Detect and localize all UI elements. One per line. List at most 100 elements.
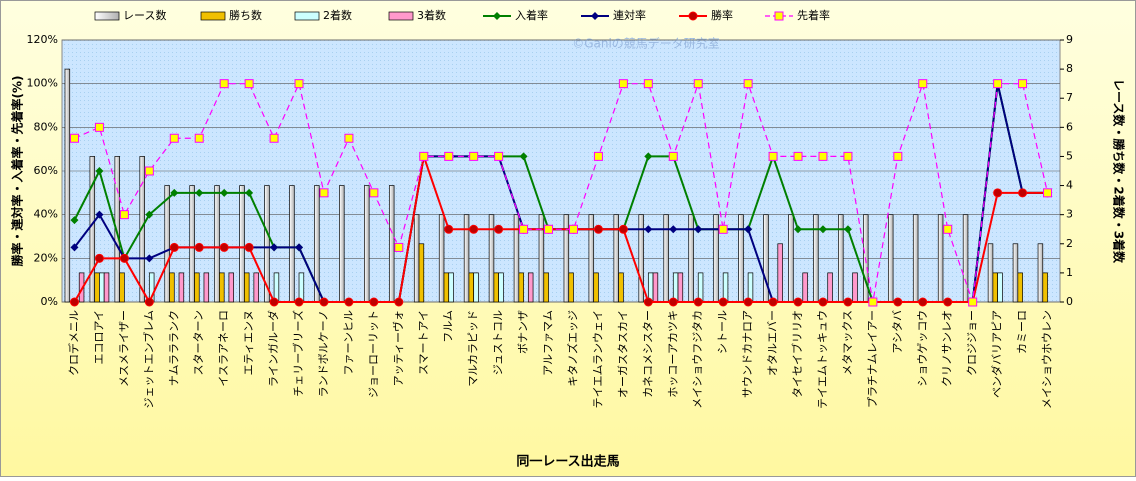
bar bbox=[638, 214, 644, 303]
marker bbox=[943, 297, 953, 307]
marker bbox=[843, 297, 853, 307]
x-tick-label: クリノサンレオ bbox=[941, 310, 954, 387]
marker bbox=[818, 297, 828, 307]
x-tick-label: クロジジョー bbox=[966, 310, 979, 376]
marker bbox=[718, 297, 728, 307]
marker bbox=[369, 188, 379, 198]
bar bbox=[738, 214, 744, 303]
x-tick-label: チェリーブリーズ bbox=[291, 310, 305, 397]
marker bbox=[145, 254, 154, 263]
x-tick-label: フルム bbox=[442, 310, 455, 343]
y2-tick-label: 2 bbox=[1066, 237, 1073, 250]
marker bbox=[693, 297, 703, 307]
marker bbox=[643, 79, 653, 89]
bar bbox=[962, 214, 969, 303]
x-tick-label: アルファマム bbox=[542, 310, 555, 376]
marker bbox=[294, 297, 304, 307]
marker bbox=[94, 253, 104, 263]
marker bbox=[69, 297, 79, 307]
marker bbox=[1043, 188, 1053, 198]
marker bbox=[219, 79, 229, 89]
marker bbox=[419, 151, 429, 161]
x-tick-label: ラインガルーダ bbox=[266, 310, 280, 387]
bar bbox=[339, 185, 345, 303]
x-axis-title: 同一レース出走馬 bbox=[516, 454, 619, 470]
legend-swatch bbox=[294, 11, 320, 21]
bar bbox=[1042, 272, 1048, 303]
marker bbox=[669, 225, 678, 234]
marker bbox=[893, 151, 903, 161]
marker bbox=[220, 188, 229, 197]
bar bbox=[652, 272, 659, 303]
marker bbox=[245, 188, 254, 197]
marker bbox=[618, 224, 628, 234]
y-tick-label: 20% bbox=[34, 251, 58, 264]
marker bbox=[494, 224, 504, 234]
bar bbox=[78, 272, 85, 303]
x-tick-label: カネコメシスター bbox=[641, 310, 654, 398]
bar bbox=[538, 214, 545, 303]
x-tick-label: カミーロ bbox=[1016, 310, 1029, 354]
x-tick-label: メタマックス bbox=[841, 310, 854, 376]
x-tick-label: メイショウフジタカ bbox=[691, 310, 704, 409]
marker bbox=[818, 225, 827, 234]
y-tick-label: 40% bbox=[34, 208, 58, 221]
x-tick-label: サウンドカナロア bbox=[741, 310, 754, 398]
x-tick-label: ホッコーアカツキ bbox=[666, 310, 679, 398]
bar bbox=[64, 68, 71, 303]
bar bbox=[448, 272, 454, 303]
marker bbox=[344, 297, 354, 307]
marker bbox=[968, 297, 978, 307]
legend-label: 勝ち数 bbox=[229, 8, 262, 22]
bar bbox=[89, 156, 96, 303]
marker bbox=[344, 133, 354, 143]
x-tick-label: シトール bbox=[716, 310, 729, 354]
marker bbox=[469, 224, 479, 234]
bar bbox=[777, 243, 783, 303]
bar bbox=[493, 272, 499, 303]
marker bbox=[369, 297, 379, 307]
marker bbox=[319, 188, 329, 198]
y-tick-label: 80% bbox=[34, 120, 58, 133]
bar bbox=[114, 156, 120, 303]
y-tick-label: 0% bbox=[41, 295, 58, 308]
x-tick-label: エコロアイ bbox=[92, 310, 105, 364]
bar bbox=[169, 272, 175, 303]
bar bbox=[253, 272, 259, 303]
bar bbox=[488, 214, 495, 303]
x-tick-label: キタノズエッジ bbox=[565, 310, 579, 387]
bar bbox=[103, 272, 110, 303]
y2-tick-label: 7 bbox=[1066, 91, 1073, 104]
bar bbox=[987, 243, 994, 303]
line bbox=[74, 81, 1049, 303]
marker bbox=[718, 224, 728, 234]
x-tick-label: クロデメニル bbox=[66, 310, 80, 376]
bar bbox=[239, 185, 245, 303]
legend-label: レース数 bbox=[123, 9, 166, 22]
y2-tick-label: 3 bbox=[1066, 208, 1073, 221]
bar bbox=[473, 272, 479, 303]
marker bbox=[169, 133, 179, 143]
bar bbox=[997, 272, 1003, 303]
y-tick-label: 100% bbox=[27, 77, 58, 90]
y2-tick-label: 8 bbox=[1066, 62, 1073, 75]
marker bbox=[170, 188, 179, 197]
marker bbox=[794, 225, 803, 234]
marker bbox=[145, 210, 154, 219]
x-tick-label: ボナンザ bbox=[517, 310, 530, 354]
y-axis-title: 勝率・連対率・入着率・先着率(%) bbox=[10, 76, 25, 267]
marker bbox=[195, 188, 204, 197]
x-tick-label: アシタバ bbox=[891, 310, 904, 354]
bar bbox=[418, 243, 425, 303]
x-tick-label: タイセイブリリオ bbox=[790, 310, 804, 398]
bar bbox=[1037, 243, 1044, 303]
marker bbox=[394, 242, 404, 252]
marker bbox=[194, 133, 204, 143]
x-tick-label: ファーンヒル bbox=[342, 310, 355, 375]
bar bbox=[119, 272, 125, 303]
marker bbox=[219, 242, 229, 252]
marker bbox=[70, 243, 79, 252]
bar bbox=[563, 214, 570, 303]
bar bbox=[498, 272, 504, 303]
